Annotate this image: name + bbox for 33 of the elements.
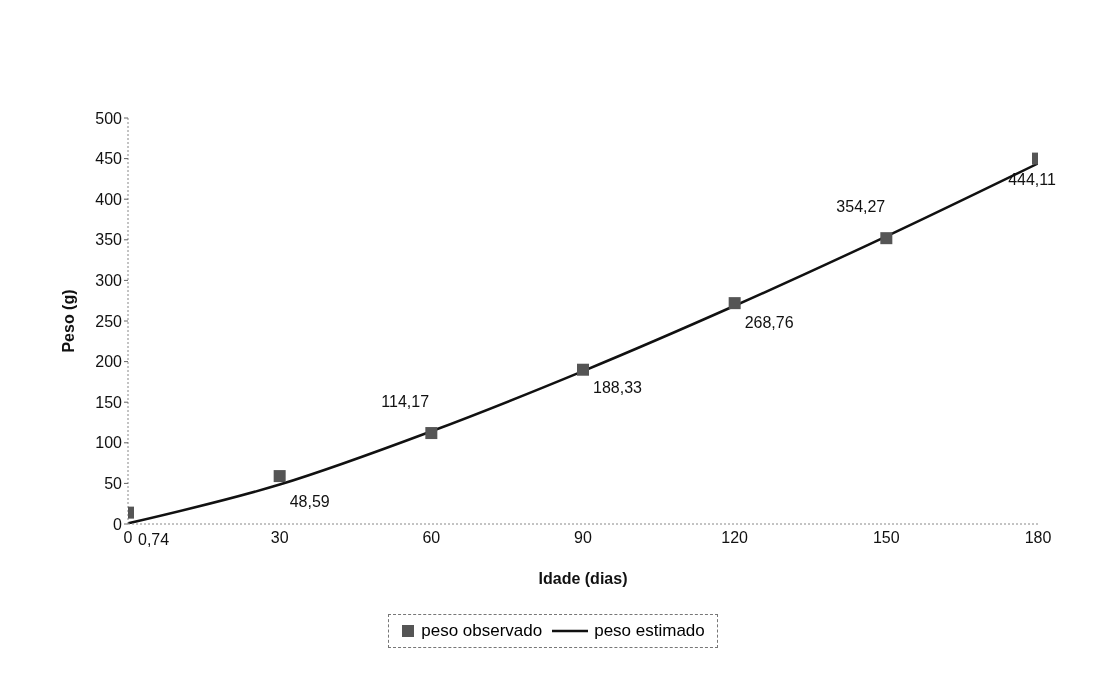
y-tick-label: 200 (95, 353, 123, 371)
y-tick-label: 50 (104, 475, 123, 493)
legend-label: peso observado (420, 621, 543, 641)
data-label: 114,17 (381, 393, 430, 411)
x-tick-label: 60 (422, 529, 441, 547)
y-tick-label: 300 (95, 272, 123, 290)
data-label: 444,11 (1008, 171, 1056, 189)
x-axis-title: Idade (dias) (538, 570, 628, 587)
x-tick-label: 180 (1024, 529, 1052, 547)
y-tick-label: 100 (95, 434, 123, 452)
x-tick-label: 150 (872, 529, 900, 547)
y-tick-label: 150 (95, 393, 123, 411)
y-tick-label: 250 (95, 312, 123, 330)
y-tick-label: 400 (95, 190, 123, 208)
y-tick-label: 500 (95, 109, 123, 127)
point (273, 470, 286, 483)
data-label: 268,76 (744, 313, 794, 331)
y-tick-label: 0 (113, 515, 123, 533)
point (425, 427, 438, 440)
y-axis-title: Peso (g) (59, 289, 77, 353)
point (880, 232, 893, 245)
data-label: 0,74 (138, 531, 170, 549)
x-tick-label: 90 (574, 529, 592, 547)
x-tick-label: 30 (270, 529, 289, 547)
data-label: 354,27 (836, 198, 886, 216)
y-tick-label: 450 (95, 150, 123, 168)
point (728, 297, 741, 310)
data-label: 48,59 (289, 492, 330, 510)
y-tick-label: 350 (95, 231, 123, 249)
data-label: 188,33 (593, 379, 643, 397)
x-tick-label: 120 (721, 529, 749, 547)
point (577, 363, 589, 376)
legend-label: peso estimado (593, 621, 705, 641)
